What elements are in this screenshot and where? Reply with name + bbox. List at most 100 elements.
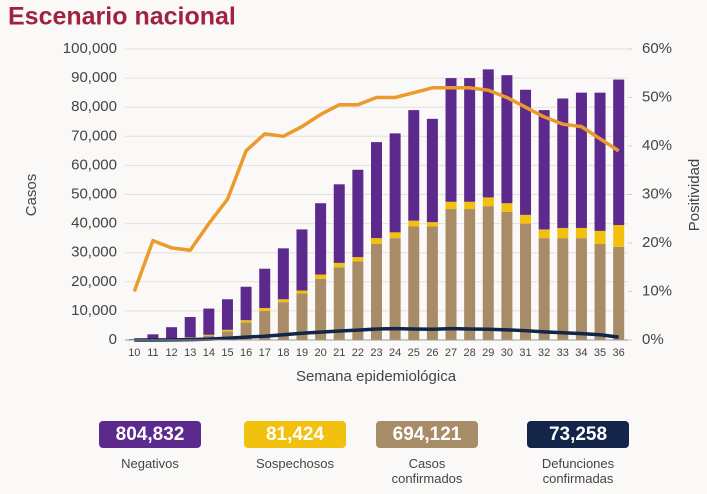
bar-segment xyxy=(315,278,327,340)
legend-item: 804,832 Negativos xyxy=(90,421,210,471)
y2-tick-label: 50% xyxy=(642,88,672,105)
x-tick-label: 27 xyxy=(445,347,457,359)
x-tick-label: 32 xyxy=(538,347,550,359)
bar-segment xyxy=(296,229,308,291)
x-tick-label: 13 xyxy=(184,347,196,359)
x-tick-label: 31 xyxy=(519,347,531,359)
bar-segment xyxy=(445,201,457,210)
y-tick-label: 100,000 xyxy=(63,40,117,57)
bar-segment xyxy=(184,337,196,338)
x-tick-label: 23 xyxy=(370,347,382,359)
legend-label: Casos confirmados xyxy=(391,456,463,486)
bar-segment xyxy=(575,238,587,340)
x-tick-label: 34 xyxy=(575,347,587,359)
y-axis-label: Casos xyxy=(23,174,40,217)
legend-total: 73,258 xyxy=(527,421,629,448)
x-tick-label: 11 xyxy=(147,347,158,359)
bar-segment xyxy=(464,201,476,210)
y2-tick-label: 0% xyxy=(642,331,664,348)
x-tick-label: 15 xyxy=(221,347,233,359)
y-tick-label: 20,000 xyxy=(71,273,117,290)
bar-segment xyxy=(240,320,252,323)
y-tick-label: 30,000 xyxy=(71,244,117,261)
x-tick-label: 21 xyxy=(333,347,345,359)
bar-segment xyxy=(613,79,625,226)
x-tick-label: 17 xyxy=(259,347,271,359)
bar-segment xyxy=(315,274,327,279)
bar-segment xyxy=(259,307,271,311)
x-tick-label: 36 xyxy=(613,347,625,359)
bar-segment xyxy=(426,226,438,340)
bar-segment xyxy=(203,334,215,336)
line xyxy=(134,326,619,342)
chart: Escenario nacional Semana epidemiológica… xyxy=(8,3,703,385)
y-tick-label: 10,000 xyxy=(71,302,117,319)
x-tick-label: 16 xyxy=(240,347,252,359)
bar-segment xyxy=(389,238,401,340)
bar-segment xyxy=(594,92,606,231)
bar-segment xyxy=(371,243,382,340)
bar-segment xyxy=(296,290,308,294)
bar-segment xyxy=(221,331,233,340)
bar-segment xyxy=(147,334,159,340)
x-tick-label: 10 xyxy=(128,347,140,359)
legend-total: 694,121 xyxy=(376,421,478,448)
legend-item: 81,424 Sospechosos xyxy=(235,421,355,471)
bar-segment xyxy=(352,261,364,340)
bar-segment xyxy=(538,238,550,340)
x-tick-label: 14 xyxy=(203,347,215,359)
y-tick-label: 80,000 xyxy=(71,98,117,115)
bar-segment xyxy=(259,310,271,340)
chart-title: Escenario nacional xyxy=(8,3,236,31)
bar-segment xyxy=(389,133,401,233)
bar-segment xyxy=(575,92,587,228)
legend-total: 81,424 xyxy=(244,421,346,448)
y-tick-label: 60,000 xyxy=(71,156,117,173)
bar-segment xyxy=(557,227,569,239)
bar-segment xyxy=(426,118,438,223)
y2-axis-label: Positividad xyxy=(686,159,703,232)
bar-segment xyxy=(520,214,532,224)
bar-segment xyxy=(426,222,438,227)
bar-segment xyxy=(538,229,550,239)
line xyxy=(132,86,620,293)
x-tick-label: 33 xyxy=(557,347,569,359)
bar-segment xyxy=(464,209,476,340)
bar-segment xyxy=(277,248,289,300)
bar-segment xyxy=(557,238,569,340)
bar-segment xyxy=(166,327,178,339)
bar-segment xyxy=(352,257,364,262)
bar-segment xyxy=(464,78,476,202)
bar-segment xyxy=(315,203,327,275)
bar-segment xyxy=(482,197,494,207)
y-tick-label: 70,000 xyxy=(71,127,117,144)
bar-segment xyxy=(333,184,345,263)
bar-segment xyxy=(371,238,382,244)
x-tick-label: 29 xyxy=(482,347,494,359)
y2-tick-label: 30% xyxy=(642,185,672,202)
bar-segment xyxy=(482,206,494,340)
bar-segment xyxy=(613,246,625,340)
bar-segment xyxy=(594,230,606,244)
y2-tick-label: 60% xyxy=(642,40,672,57)
legend-label: Defunciones confirmadas xyxy=(541,456,615,486)
y2-tick-label: 10% xyxy=(642,282,672,299)
y-tick-label: 90,000 xyxy=(71,69,117,86)
x-tick-label: 25 xyxy=(408,347,420,359)
bar-segment xyxy=(575,227,587,239)
bar-segment xyxy=(594,243,606,340)
y2-tick-label: 40% xyxy=(642,137,672,154)
legend-label: Negativos xyxy=(121,456,179,471)
bar-segment xyxy=(277,299,289,303)
bar-segment xyxy=(221,329,233,332)
x-tick-label: 22 xyxy=(352,347,364,359)
bar-segment xyxy=(240,322,252,340)
bar-segment xyxy=(184,317,196,338)
bar-segment xyxy=(520,223,532,340)
bar-segment xyxy=(445,78,457,202)
x-axis-label: Semana epidemiológica xyxy=(296,368,457,385)
bar-segment xyxy=(557,98,569,228)
bar-segment xyxy=(501,203,513,212)
x-tick-label: 20 xyxy=(314,347,326,359)
